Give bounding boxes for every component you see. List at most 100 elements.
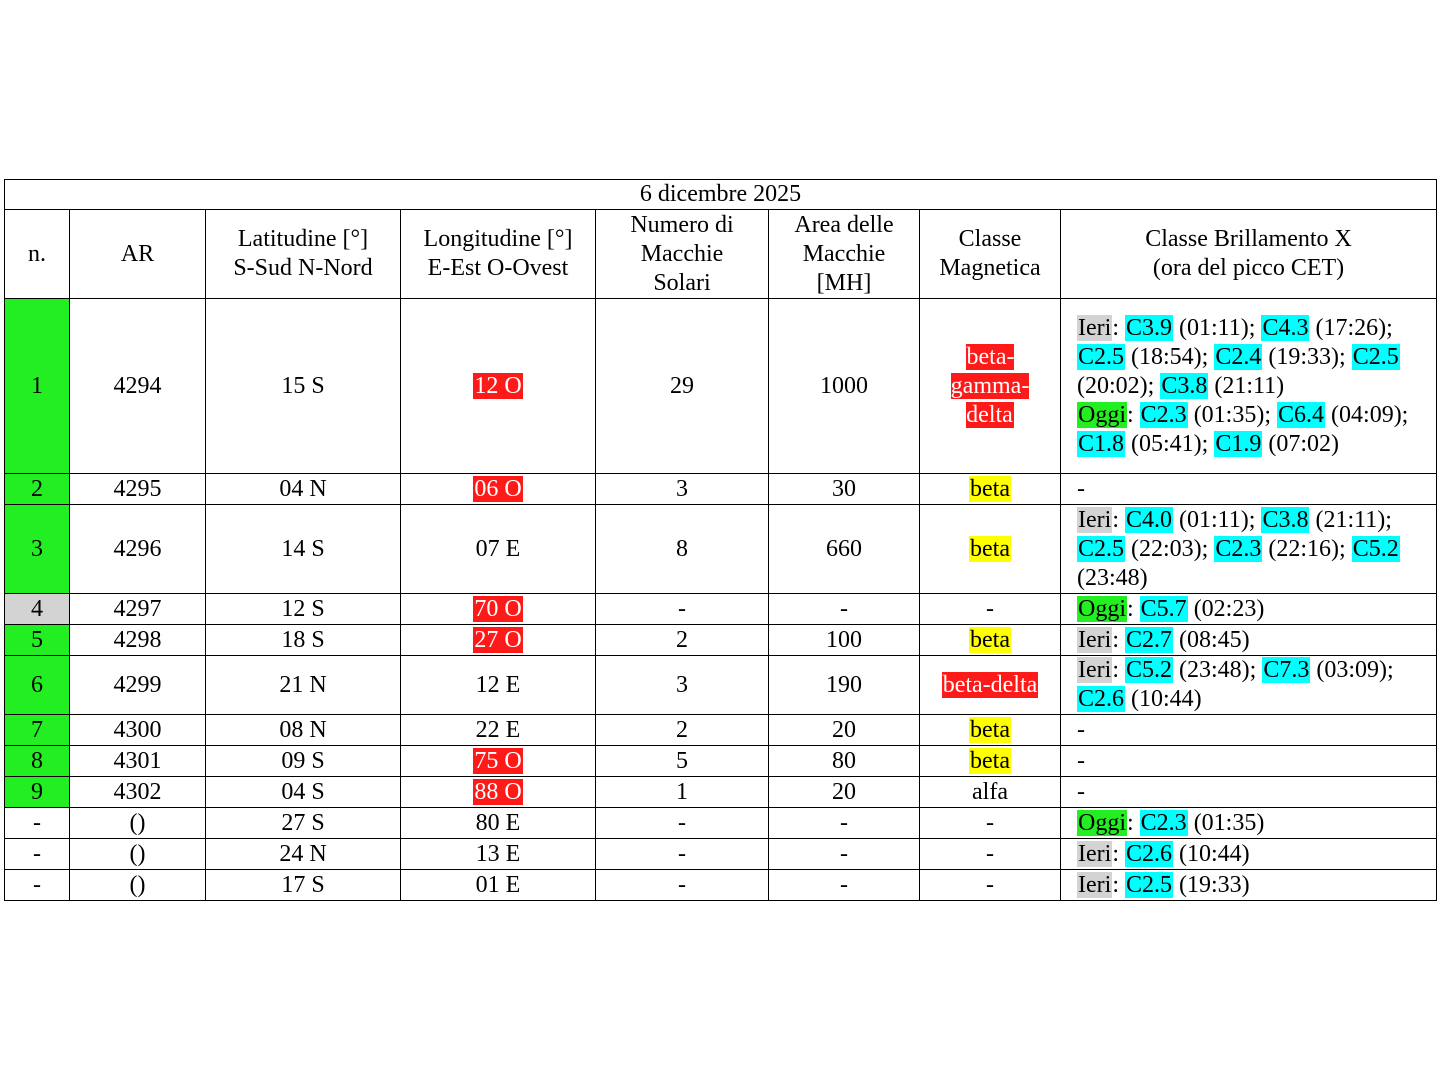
- cell-latitude: 17 S: [205, 869, 401, 901]
- flare-class-tag: C5.2: [1351, 535, 1400, 562]
- table-row: 2 4295 04 N 06 O 3 30 beta -: [4, 473, 1438, 505]
- col-header-latitude: Latitudine [°] S-Sud N-Nord: [205, 209, 401, 299]
- cell-spot-count: 1: [595, 776, 769, 808]
- cell-longitude: 07 E: [400, 504, 596, 594]
- cell-spot-area: -: [768, 807, 920, 839]
- cell-number: 3: [4, 504, 70, 594]
- cell-ar: 4296: [69, 504, 206, 594]
- yesterday-label: Ieri: [1077, 626, 1113, 653]
- cell-ar: (): [69, 807, 206, 839]
- flare-class-tag: C5.2: [1124, 657, 1173, 683]
- cell-magnetic-class: beta-gamma-delta: [919, 298, 1061, 474]
- cell-number: 1: [4, 298, 70, 474]
- cell-spot-area: -: [768, 838, 920, 870]
- flare-class-tag: C2.3: [1139, 809, 1188, 836]
- cell-spot-count: 5: [595, 745, 769, 777]
- cell-ar: 4302: [69, 776, 206, 808]
- cell-magnetic-class: -: [919, 869, 1061, 901]
- cell-spot-area: 80: [768, 745, 920, 777]
- longitude-highlight: 88 O: [473, 778, 523, 805]
- cell-longitude: 01 E: [400, 869, 596, 901]
- table-row: 4 4297 12 S 70 O - - - Oggi: C5.7 (02:23): [4, 593, 1438, 625]
- cell-spot-area: -: [768, 593, 920, 625]
- flare-class-tag: C2.6: [1124, 840, 1173, 867]
- flare-class-tag: C1.8: [1077, 430, 1126, 457]
- yesterday-label: Ieri: [1077, 657, 1113, 683]
- magnetic-class-badge: beta-delta: [941, 671, 1039, 698]
- col-header-spot-area: Area delle Macchie [MH]: [768, 209, 920, 299]
- flare-class-tag: C2.5: [1077, 535, 1126, 562]
- flare-class-tag: C1.9: [1214, 430, 1263, 457]
- cell-flares: -: [1059, 473, 1438, 505]
- cell-number: 9: [4, 776, 70, 808]
- col-header-number: n.: [4, 209, 70, 299]
- cell-spot-count: 3: [595, 473, 769, 505]
- flare-class-tag: C3.9: [1124, 314, 1173, 341]
- longitude-highlight: 70 O: [473, 595, 523, 622]
- table-row: 7 4300 08 N 22 E 2 20 beta -: [4, 714, 1438, 746]
- cell-flares: Ieri: C2.7 (08:45): [1059, 624, 1438, 656]
- col-header-spot-count: Numero di Macchie Solari: [595, 209, 769, 299]
- col-header-ar: AR: [69, 209, 206, 299]
- table-title: 6 dicembre 2025: [3, 179, 1438, 210]
- flare-class-tag: C2.7: [1124, 626, 1173, 653]
- flare-class-tag: C6.4: [1277, 401, 1326, 428]
- table-row: 3 4296 14 S 07 E 8 660 beta Ieri: C4.0 (01:11);…: [4, 504, 1438, 594]
- magnetic-class-badge: beta: [969, 747, 1011, 774]
- flare-class-tag: C7.3: [1262, 657, 1311, 683]
- cell-ar: 4298: [69, 624, 206, 656]
- cell-spot-area: -: [768, 869, 920, 901]
- cell-spot-area: 20: [768, 776, 920, 808]
- yesterday-label: Ieri: [1077, 506, 1113, 533]
- today-label: Oggi: [1077, 595, 1127, 622]
- col-header-magnetic-class: Classe Magnetica: [919, 209, 1061, 299]
- cell-magnetic-class: beta-delta: [919, 655, 1061, 715]
- cell-ar: 4301: [69, 745, 206, 777]
- cell-latitude: 04 S: [205, 776, 401, 808]
- table-row: 5 4298 18 S 27 O 2 100 beta Ieri: C2.7 (08:45): [4, 624, 1438, 656]
- table-row: -() 17 S 01 E - - - Ieri: C2.5 (19:33): [4, 869, 1438, 901]
- flare-class-tag: C2.5: [1124, 871, 1173, 898]
- cell-magnetic-class: beta: [919, 745, 1061, 777]
- cell-number: 4: [4, 593, 70, 625]
- cell-longitude: 12 O: [400, 298, 596, 474]
- cell-spot-area: 20: [768, 714, 920, 746]
- cell-latitude: 15 S: [205, 298, 401, 474]
- cell-flares: Ieri: C2.6 (10:44): [1059, 838, 1438, 870]
- cell-spot-area: 1000: [768, 298, 920, 474]
- cell-longitude: 75 O: [400, 745, 596, 777]
- cell-number: 8: [4, 745, 70, 777]
- table-row: -() 27 S 80 E - - - Oggi: C2.3 (01:35): [4, 807, 1438, 839]
- cell-flares: Oggi: C5.7 (02:23): [1059, 593, 1438, 625]
- cell-magnetic-class: alfa: [919, 776, 1061, 808]
- cell-latitude: 04 N: [205, 473, 401, 505]
- cell-magnetic-class: -: [919, 593, 1061, 625]
- cell-ar: 4295: [69, 473, 206, 505]
- cell-longitude: 13 E: [400, 838, 596, 870]
- longitude-highlight: 12 O: [473, 372, 523, 399]
- flare-class-tag: C2.3: [1214, 535, 1263, 562]
- cell-spot-count: 29: [595, 298, 769, 474]
- magnetic-class-badge: beta-gamma-delta: [950, 343, 1030, 428]
- cell-ar: 4299: [69, 655, 206, 715]
- today-label: Oggi: [1077, 401, 1127, 428]
- cell-magnetic-class: beta: [919, 624, 1061, 656]
- cell-longitude: 22 E: [400, 714, 596, 746]
- cell-flares: -: [1059, 745, 1438, 777]
- cell-latitude: 09 S: [205, 745, 401, 777]
- cell-number: -: [4, 807, 70, 839]
- header-row: n. AR Latitudine [°] S-Sud N-Nord Longitu…: [4, 209, 1438, 299]
- cell-longitude: 80 E: [400, 807, 596, 839]
- cell-flares: -: [1059, 776, 1438, 808]
- longitude-highlight: 06 O: [473, 475, 523, 502]
- yesterday-label: Ieri: [1077, 840, 1113, 867]
- table-row: 9 4302 04 S 88 O 1 20 alfa -: [4, 776, 1438, 808]
- flare-class-tag: C4.3: [1261, 314, 1310, 341]
- cell-spot-count: -: [595, 838, 769, 870]
- cell-flares: Ieri: C5.2 (23:48); C7.3 (03:09); C2.6 (…: [1059, 655, 1438, 715]
- cell-spot-count: -: [595, 593, 769, 625]
- cell-latitude: 18 S: [205, 624, 401, 656]
- longitude-highlight: 27 O: [473, 626, 523, 653]
- cell-spot-count: -: [595, 869, 769, 901]
- cell-latitude: 08 N: [205, 714, 401, 746]
